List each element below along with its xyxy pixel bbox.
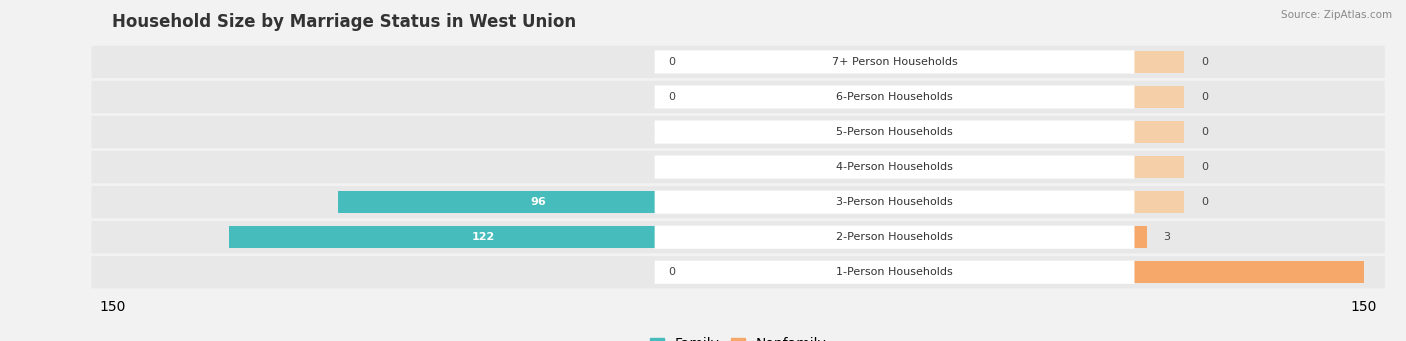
FancyBboxPatch shape: [655, 226, 1135, 249]
Text: 0: 0: [1201, 92, 1208, 102]
Bar: [688, 86, 738, 108]
Text: 3: 3: [1164, 232, 1171, 242]
Text: 0: 0: [669, 92, 675, 102]
Text: 0: 0: [669, 57, 675, 67]
Bar: [1135, 191, 1184, 213]
FancyBboxPatch shape: [91, 116, 1385, 148]
Text: 6: 6: [721, 162, 730, 172]
Text: 6-Person Households: 6-Person Households: [837, 92, 953, 102]
Text: Household Size by Marriage Status in West Union: Household Size by Marriage Status in Wes…: [112, 13, 576, 31]
FancyBboxPatch shape: [655, 261, 1135, 284]
Text: 14: 14: [702, 127, 717, 137]
Text: 5-Person Households: 5-Person Households: [837, 127, 953, 137]
Bar: [1135, 51, 1184, 73]
Bar: [713, 156, 738, 178]
Text: Source: ZipAtlas.com: Source: ZipAtlas.com: [1281, 10, 1392, 20]
Bar: [1135, 156, 1184, 178]
Text: 2-Person Households: 2-Person Households: [837, 232, 953, 242]
Legend: Family, Nonfamily: Family, Nonfamily: [644, 332, 832, 341]
Bar: [337, 191, 738, 213]
Text: 96: 96: [530, 197, 546, 207]
Bar: [1135, 86, 1184, 108]
FancyBboxPatch shape: [91, 81, 1385, 113]
Text: 0: 0: [1201, 57, 1208, 67]
FancyBboxPatch shape: [91, 186, 1385, 218]
Text: 0: 0: [1201, 197, 1208, 207]
FancyBboxPatch shape: [655, 155, 1135, 179]
FancyBboxPatch shape: [91, 151, 1385, 183]
Bar: [688, 261, 738, 283]
Text: 0: 0: [669, 267, 675, 277]
FancyBboxPatch shape: [91, 256, 1385, 288]
FancyBboxPatch shape: [655, 191, 1135, 214]
FancyBboxPatch shape: [655, 120, 1135, 144]
Bar: [688, 51, 738, 73]
FancyBboxPatch shape: [91, 46, 1385, 78]
Bar: [1135, 226, 1147, 248]
Bar: [679, 121, 738, 143]
Text: 7+ Person Households: 7+ Person Households: [832, 57, 957, 67]
Text: 4-Person Households: 4-Person Households: [837, 162, 953, 172]
FancyBboxPatch shape: [91, 221, 1385, 253]
FancyBboxPatch shape: [655, 86, 1135, 108]
Text: 0: 0: [1201, 162, 1208, 172]
FancyBboxPatch shape: [655, 50, 1135, 74]
Text: 122: 122: [472, 232, 495, 242]
Text: 0: 0: [1201, 127, 1208, 137]
Bar: [1135, 261, 1406, 283]
Text: 3-Person Households: 3-Person Households: [837, 197, 953, 207]
Bar: [229, 226, 738, 248]
Text: 1-Person Households: 1-Person Households: [837, 267, 953, 277]
Bar: [1135, 121, 1184, 143]
